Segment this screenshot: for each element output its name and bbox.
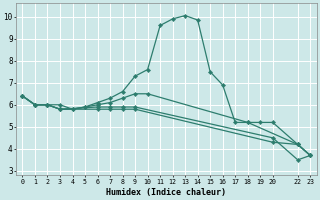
X-axis label: Humidex (Indice chaleur): Humidex (Indice chaleur) bbox=[106, 188, 226, 197]
